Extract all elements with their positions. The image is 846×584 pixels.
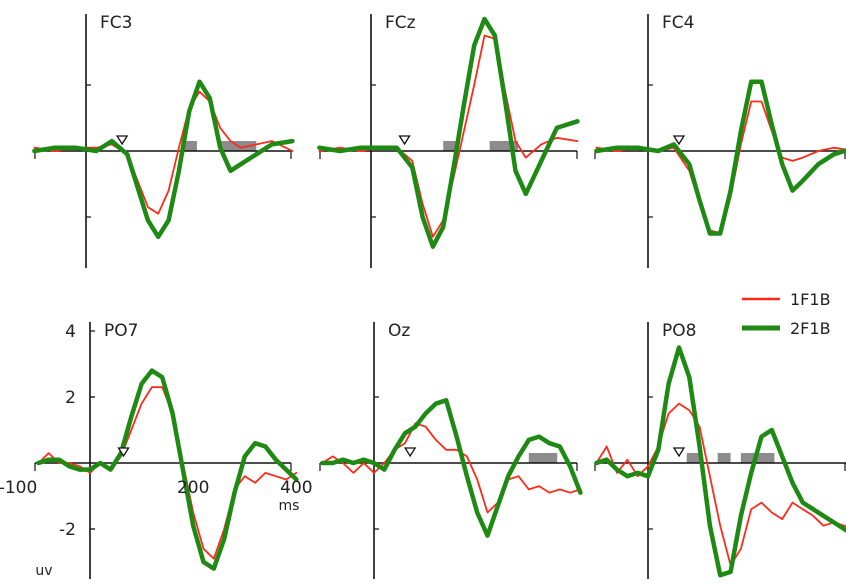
series-line-2f1b bbox=[320, 398, 583, 538]
y-tick-label: 2 bbox=[65, 388, 76, 408]
significance-bar bbox=[717, 453, 731, 463]
x-tick-label: -100 bbox=[0, 478, 37, 498]
y-tick-label: -2 bbox=[59, 520, 76, 540]
channel-label: Oz bbox=[388, 321, 410, 341]
series-line-2f1b bbox=[594, 79, 846, 236]
panel-po7: PO7 bbox=[34, 321, 299, 579]
channel-label: PO8 bbox=[662, 321, 696, 341]
panel-fcz: FCz bbox=[317, 13, 580, 268]
series-line-1f1b bbox=[33, 90, 294, 215]
legend-label: 2F1B bbox=[790, 319, 831, 338]
legend: 1F1B 2F1B bbox=[742, 290, 831, 338]
channel-label: PO7 bbox=[104, 321, 138, 341]
series-line-1f1b bbox=[595, 402, 846, 567]
series-line-2f1b bbox=[594, 345, 846, 578]
x-tick-label: 400 bbox=[280, 478, 312, 498]
significance-bar bbox=[181, 141, 197, 151]
legend-label: 1F1B bbox=[790, 290, 831, 309]
series-line-2f1b bbox=[36, 368, 299, 571]
x-unit-label: ms bbox=[279, 498, 300, 514]
series-line-2f1b bbox=[32, 79, 295, 240]
y-tick-label: 4 bbox=[65, 322, 76, 342]
panel-po8: PO8 bbox=[594, 321, 846, 579]
stimulus-marker-icon bbox=[115, 135, 129, 146]
channel-label: FC3 bbox=[100, 13, 132, 33]
series-line-1f1b bbox=[595, 100, 846, 235]
series-line-1f1b bbox=[37, 386, 298, 560]
stimulus-marker-icon bbox=[672, 447, 686, 458]
y-unit-label: uv bbox=[35, 563, 52, 579]
x-tick-label: 200 bbox=[177, 478, 209, 498]
stimulus-marker-icon bbox=[117, 447, 130, 458]
series-line-2f1b bbox=[317, 16, 580, 249]
stimulus-marker-icon bbox=[672, 135, 686, 146]
panel-oz: Oz bbox=[319, 321, 583, 579]
stimulus-marker-icon bbox=[398, 135, 411, 146]
panel-fc4: FC4 bbox=[594, 13, 846, 268]
panel-fc3: FC3 bbox=[32, 13, 295, 268]
significance-bar bbox=[489, 141, 519, 151]
significance-bar bbox=[443, 141, 457, 151]
significance-bar bbox=[528, 453, 558, 463]
channel-label: FC4 bbox=[662, 13, 694, 33]
stimulus-marker-icon bbox=[403, 447, 417, 458]
series-line-1f1b bbox=[321, 422, 582, 514]
channel-label: FCz bbox=[385, 13, 416, 33]
significance-bar bbox=[686, 453, 700, 463]
